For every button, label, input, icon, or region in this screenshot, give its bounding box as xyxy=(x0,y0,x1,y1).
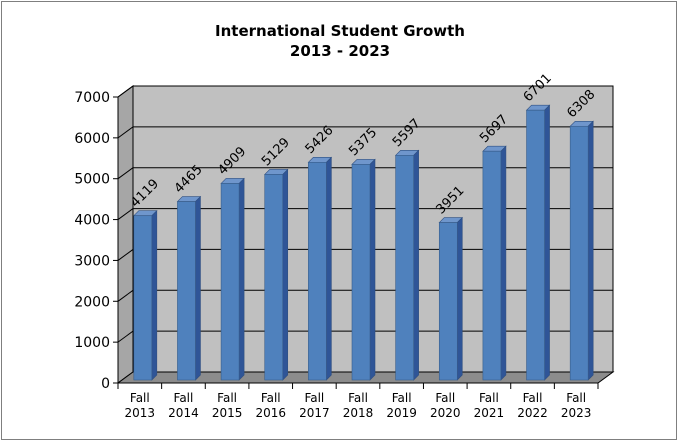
bar xyxy=(133,215,153,381)
bar xyxy=(351,164,371,381)
bar xyxy=(177,201,196,381)
x-tick-label: Fall 2016 xyxy=(255,391,286,420)
x-tick-label: Fall 2017 xyxy=(299,391,330,420)
bar-side xyxy=(282,168,289,381)
x-tick-label: Fall 2013 xyxy=(125,391,156,420)
gridline-side xyxy=(117,167,134,180)
chart-title-line1: International Student Growth xyxy=(215,22,465,40)
x-tick-label: Fall 2023 xyxy=(561,391,592,420)
bar-side xyxy=(413,149,419,381)
bar xyxy=(438,222,458,381)
x-tick-label: Fall 2018 xyxy=(343,391,374,420)
x-tick-label: Fall 2020 xyxy=(430,391,461,420)
bar xyxy=(482,150,502,381)
bar-side xyxy=(544,104,550,381)
y-tick-label: 3000 xyxy=(74,253,110,269)
y-tick-label: 1000 xyxy=(74,335,110,351)
bar xyxy=(569,125,589,381)
bar xyxy=(308,162,327,381)
gridline-side xyxy=(117,208,134,220)
bar-side xyxy=(238,177,245,381)
bar xyxy=(395,155,414,381)
y-tick-label: 6000 xyxy=(74,131,110,147)
x-tick-label: Fall 2021 xyxy=(474,391,505,420)
bar-side xyxy=(195,195,201,381)
x-tick-label: Fall 2019 xyxy=(386,391,417,420)
bar-side xyxy=(369,158,376,381)
y-tick-label: 7000 xyxy=(74,90,110,106)
gridline-side xyxy=(117,126,134,139)
chart-title: International Student Growth 2013 - 2023 xyxy=(2,21,678,61)
bar-side xyxy=(456,216,463,381)
bar-side xyxy=(151,209,158,381)
plot-side-wall xyxy=(117,85,134,384)
bar-side xyxy=(326,156,332,381)
bar xyxy=(264,174,284,381)
gridline-side xyxy=(117,289,134,302)
y-tick-label: 2000 xyxy=(74,294,110,310)
gridline-side xyxy=(117,330,134,343)
bar xyxy=(526,109,545,381)
chart-title-line2: 2013 - 2023 xyxy=(289,42,391,60)
bar-side xyxy=(587,120,594,381)
x-tick-label: Fall 2015 xyxy=(212,391,243,420)
y-tick-label: 5000 xyxy=(74,172,110,188)
bar-side xyxy=(500,145,507,381)
gridline-side xyxy=(117,85,134,98)
bar xyxy=(220,183,240,381)
gridline-side xyxy=(117,249,134,261)
y-tick-label: 0 xyxy=(101,376,110,392)
y-tick-label: 4000 xyxy=(74,213,110,229)
x-tick-label: Fall 2014 xyxy=(168,391,199,420)
x-tick-label: Fall 2022 xyxy=(517,391,548,420)
